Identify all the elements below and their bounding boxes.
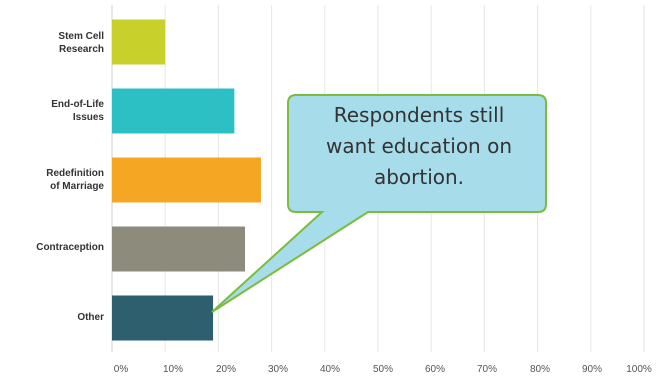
category-label-other: Other: [77, 312, 104, 323]
x-tick-label: 10%: [162, 364, 183, 375]
x-tick-label: 60%: [424, 364, 445, 375]
category-label-contraception: Contraception: [36, 242, 104, 253]
x-tick-label: 40%: [319, 364, 340, 375]
category-label-end-of-life: End-of-Life Issues: [51, 99, 104, 123]
x-tick-label: 30%: [267, 364, 288, 375]
x-tick-label: 20%: [215, 364, 236, 375]
x-tick-label: 90%: [581, 364, 602, 375]
callout-balloon: [211, 94, 547, 313]
callout-text: Respondents still want education on abor…: [326, 103, 512, 189]
bar-contraception: [112, 226, 245, 272]
x-tick-label: 70%: [476, 364, 497, 375]
x-tick-label: 80%: [529, 364, 550, 375]
category-label-redefinition: Redefinition of Marriage: [46, 168, 104, 192]
x-tick-label: 0%: [113, 364, 129, 375]
category-label-stem-cell: Stem Cell Research: [58, 31, 104, 55]
bar-redefinition-of-marriage: [112, 157, 261, 203]
x-tick-label: 50%: [372, 364, 393, 375]
x-tick-label: 100%: [626, 364, 652, 375]
bar-stem-cell-research: [112, 19, 166, 65]
bar-other: [112, 295, 214, 341]
bar-end-of-life-issues: [112, 88, 235, 134]
